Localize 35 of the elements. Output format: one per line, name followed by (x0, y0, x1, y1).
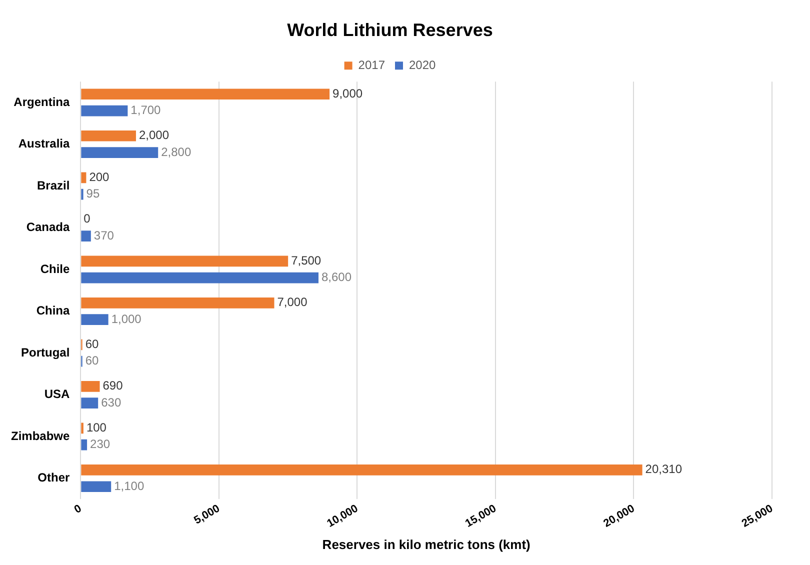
y-tick-label: Canada (26, 220, 70, 234)
data-label: 630 (101, 395, 122, 410)
data-label: 2,000 (138, 128, 170, 142)
data-label: 95 (86, 186, 100, 201)
chart-title: World Lithium Reserves (287, 20, 493, 40)
data-label: 1,000 (111, 312, 142, 326)
data-label: 200 (89, 170, 110, 184)
y-tick-label: Brazil (36, 178, 70, 192)
data-label: 60 (85, 354, 100, 368)
x-axis-title: Reserves in kilo metric tons (kmt) (322, 536, 530, 552)
data-label: 20,310 (645, 462, 682, 476)
data-label: 7,000 (277, 295, 308, 310)
data-label: 0 (84, 212, 91, 226)
data-label: 100 (86, 420, 107, 434)
y-tick-label: USA (44, 387, 70, 402)
legend-label: 2020 (409, 58, 436, 72)
data-label: 370 (94, 228, 114, 242)
y-tick-label: Australia (18, 136, 70, 151)
y-tick-label: China (36, 304, 70, 318)
y-tick-label: Chile (40, 262, 70, 276)
data-label: 2,800 (161, 144, 192, 159)
data-label: 7,500 (291, 253, 322, 268)
data-label: 60 (85, 336, 100, 351)
data-label: 9,000 (332, 86, 363, 100)
y-tick-label: Zimbabwe (10, 428, 70, 443)
y-tick-label: Argentina (14, 94, 70, 109)
y-tick-label: Portugal (21, 345, 70, 360)
data-label: 1,100 (114, 478, 144, 493)
data-label: 8,600 (321, 270, 352, 284)
x-tick-label: 0 (72, 502, 84, 516)
data-label: 1,700 (130, 103, 162, 118)
legend-label: 2017 (358, 58, 386, 72)
data-label: 230 (90, 437, 110, 452)
data-label: 690 (102, 378, 124, 393)
y-tick-label: Other (38, 470, 70, 485)
